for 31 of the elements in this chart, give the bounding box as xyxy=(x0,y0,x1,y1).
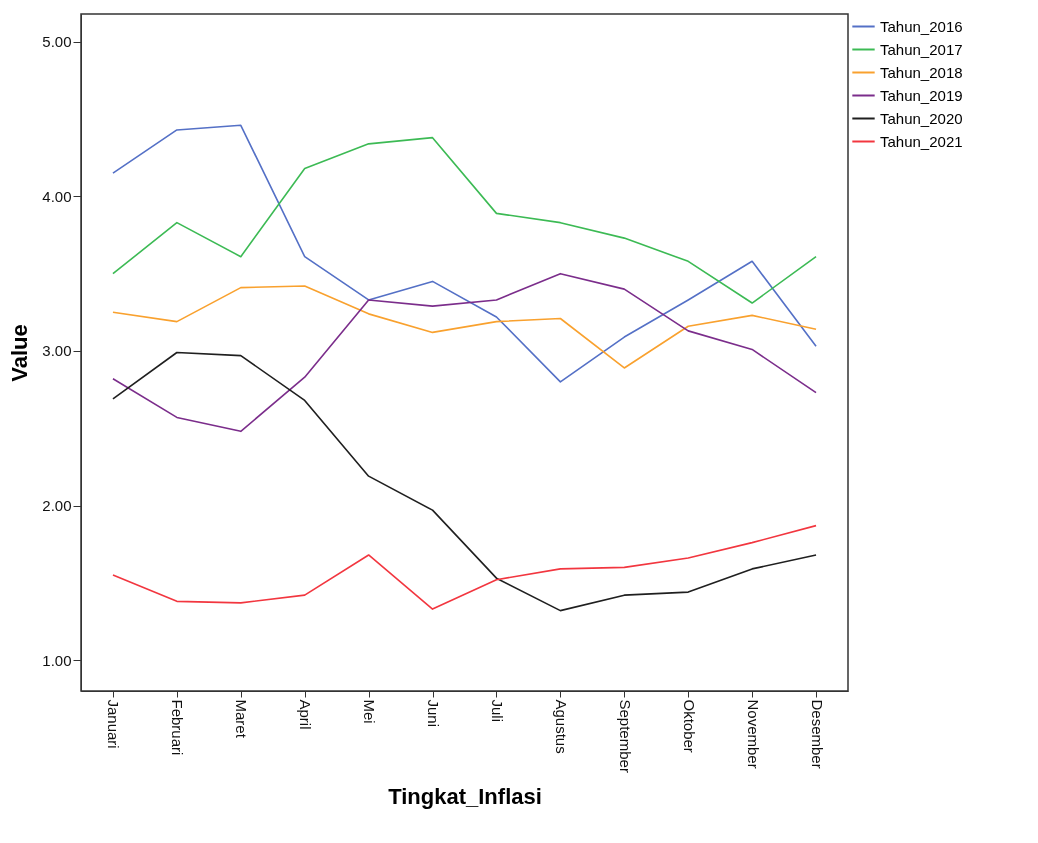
legend-label: Tahun_2017 xyxy=(880,40,963,58)
y-tick-label: 5.00 xyxy=(42,33,72,51)
x-tick-label: Februari xyxy=(169,699,187,756)
legend-label: Tahun_2019 xyxy=(880,86,963,104)
line-series xyxy=(112,136,817,304)
x-tick-label: November xyxy=(744,699,762,769)
x-tick-label: Januari xyxy=(105,699,123,749)
legend-label: Tahun_2016 xyxy=(880,17,963,35)
line-series xyxy=(112,124,817,383)
legend-label: Tahun_2021 xyxy=(880,132,963,150)
line-series xyxy=(112,524,817,610)
x-tick-label: Maret xyxy=(233,699,251,739)
legend-label: Tahun_2018 xyxy=(880,63,963,81)
x-tick-label: Mei xyxy=(361,699,379,724)
x-tick-label: September xyxy=(616,699,634,773)
y-tick-label: 3.00 xyxy=(42,342,72,360)
x-tick-label: Agustus xyxy=(552,699,570,754)
y-tick-label: 1.00 xyxy=(42,651,72,669)
x-tick-label: Juli xyxy=(488,699,506,723)
x-tick-label: Juni xyxy=(425,699,443,728)
x-axis-title: Tingkat_Inflasi xyxy=(388,783,542,809)
x-tick-label: April xyxy=(297,699,315,730)
line-series xyxy=(112,272,817,433)
x-tick-label: Desember xyxy=(808,699,826,769)
y-axis-title: Value xyxy=(7,324,33,382)
line-series xyxy=(112,351,817,612)
x-tick-label: Oktober xyxy=(680,699,698,753)
legend-label: Tahun_2020 xyxy=(880,109,963,127)
y-tick-label: 4.00 xyxy=(42,187,72,205)
line-series xyxy=(112,285,817,369)
y-tick-label: 2.00 xyxy=(42,497,72,515)
